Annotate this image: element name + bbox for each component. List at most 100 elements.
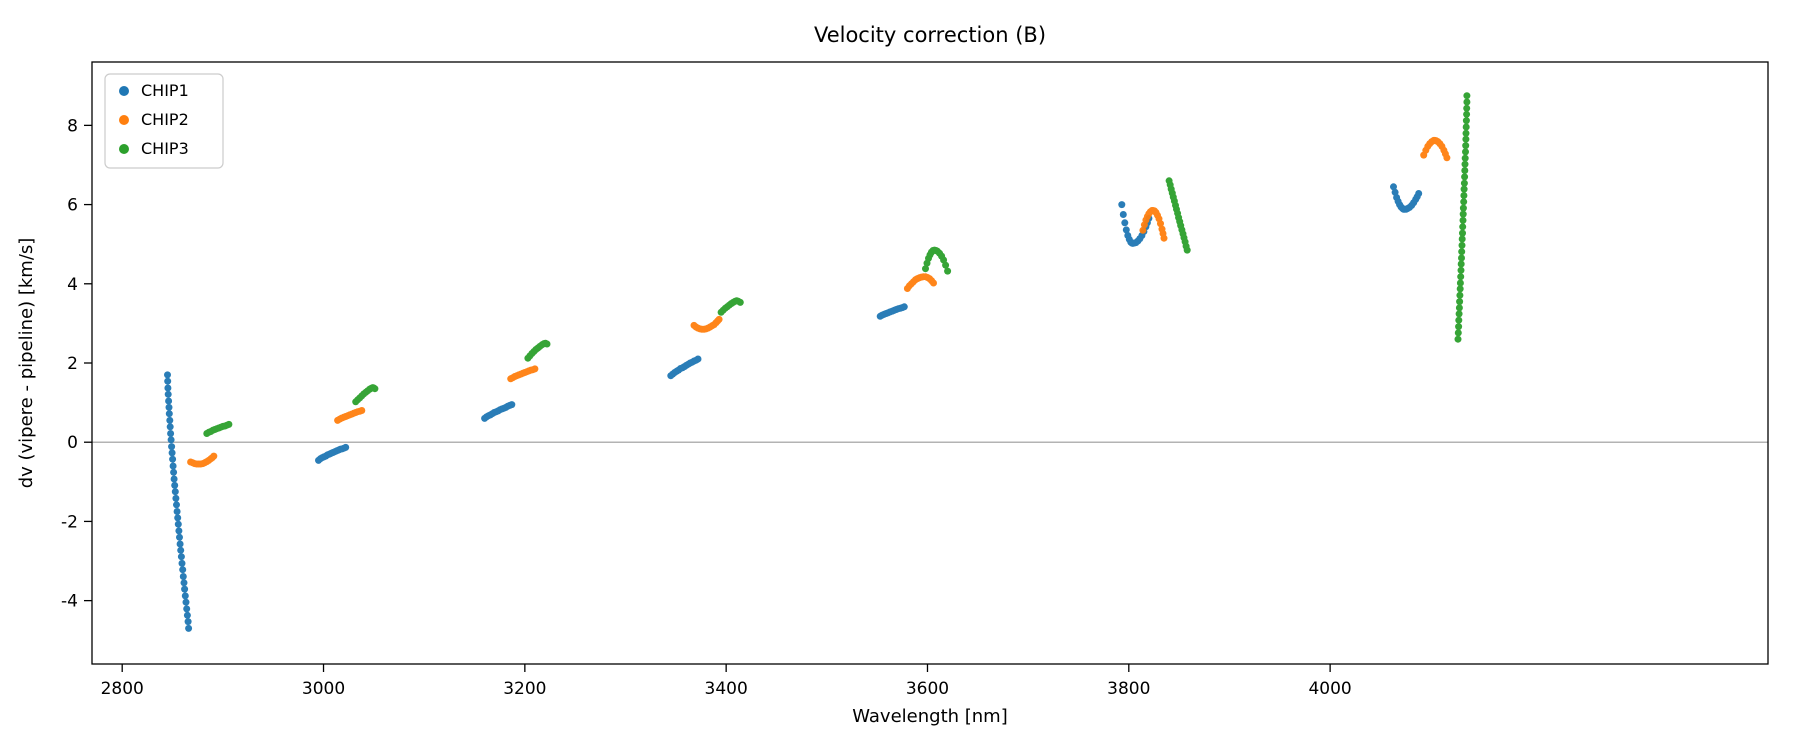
data-point [342,443,350,451]
data-point [1443,154,1451,162]
series-CHIP1-points [164,183,1423,632]
data-point [1461,160,1469,168]
data-point [736,298,744,306]
legend: CHIP1 CHIP2 CHIP3 [104,73,224,169]
legend-item: CHIP3 [119,139,189,158]
data-point [1460,198,1468,206]
data-point [1462,148,1469,156]
data-point [167,436,175,444]
data-point [166,423,174,431]
data-point [694,355,702,363]
data-point [1122,226,1130,234]
data-point [164,377,172,385]
data-point [922,265,929,273]
data-point [165,410,173,418]
data-point [180,579,188,587]
x-tick-label: 3400 [705,679,748,699]
data-point [900,303,908,311]
data-point [164,384,172,392]
data-point [185,624,193,632]
data-point [171,481,179,489]
data-point [1456,291,1464,299]
data-point [371,385,379,393]
x-tick-label: 3800 [1107,679,1150,699]
data-point [171,488,179,496]
data-point [1458,241,1466,249]
legend-item: CHIP2 [119,110,189,129]
y-tick-label: 4 [67,275,78,295]
legend-swatch-icon [119,86,129,96]
data-point [168,443,176,451]
legend-item-label: CHIP1 [141,81,189,100]
data-point [1457,266,1465,274]
data-point [165,397,173,405]
data-point [1462,117,1470,125]
y-tick-label: -2 [61,512,78,532]
data-point [1459,223,1467,231]
data-point [1462,129,1470,137]
plot-spines [91,61,1769,665]
y-axis-label: dv (vipere - pipeline) [km/s] [16,238,37,489]
data-point [1460,179,1468,187]
series-CHIP3-points [203,92,1471,437]
data-point [508,401,516,409]
data-point [1456,285,1464,293]
data-point [174,520,182,528]
y-tick-label: 2 [67,354,78,374]
data-point [184,618,192,626]
data-point [183,605,191,613]
data-point [210,452,218,460]
x-axis-ticks: 2800 3000 3200 3400 3600 3800 4000 [101,664,1352,699]
legend-item: CHIP1 [119,81,189,100]
data-point [1459,210,1467,218]
data-point [1460,185,1468,193]
data-point [1455,323,1463,331]
data-point [176,533,183,541]
data-point [1462,135,1470,143]
data-point [1459,204,1467,212]
legend-item-label: CHIP2 [141,110,189,129]
plot-area: 2800 3000 3200 3400 3600 3800 4000 -4 -2 0 2 4 6 8 CHI… [61,61,1769,699]
data-point [1183,246,1191,254]
x-tick-label: 3600 [906,679,949,699]
data-point [531,365,539,373]
data-point [1458,235,1466,243]
data-point [166,416,174,424]
data-point [1160,234,1168,242]
legend-swatch-icon [119,115,129,125]
legend-item-label: CHIP3 [141,139,189,158]
data-point [1118,201,1126,209]
data-point [1456,279,1464,287]
data-point [173,501,180,509]
data-point [179,566,187,574]
data-point [1119,211,1127,218]
data-point [164,390,172,398]
data-point [1415,190,1423,197]
x-tick-label: 2800 [101,679,144,699]
y-tick-label: -4 [61,592,78,612]
chart-title: Velocity correction (B) [814,23,1046,47]
data-point [930,279,937,287]
data-point [358,407,366,414]
data-point [165,403,173,411]
x-tick-label: 3200 [503,679,546,699]
data-point [174,514,182,522]
data-point [1454,335,1462,343]
data-point [543,340,551,348]
data-point [167,430,175,437]
data-point [1463,104,1471,112]
data-point [172,494,180,502]
data-point [1461,167,1469,174]
data-point [1459,229,1466,237]
data-point [177,553,185,561]
x-axis-label: Wavelength [nm] [852,706,1008,727]
data-point [944,267,952,275]
data-point [170,475,178,483]
legend-box [104,73,224,169]
data-point [181,585,189,593]
data-point [1390,183,1397,191]
data-point [1455,316,1463,324]
data-point [1461,154,1469,162]
data-point [169,455,177,463]
